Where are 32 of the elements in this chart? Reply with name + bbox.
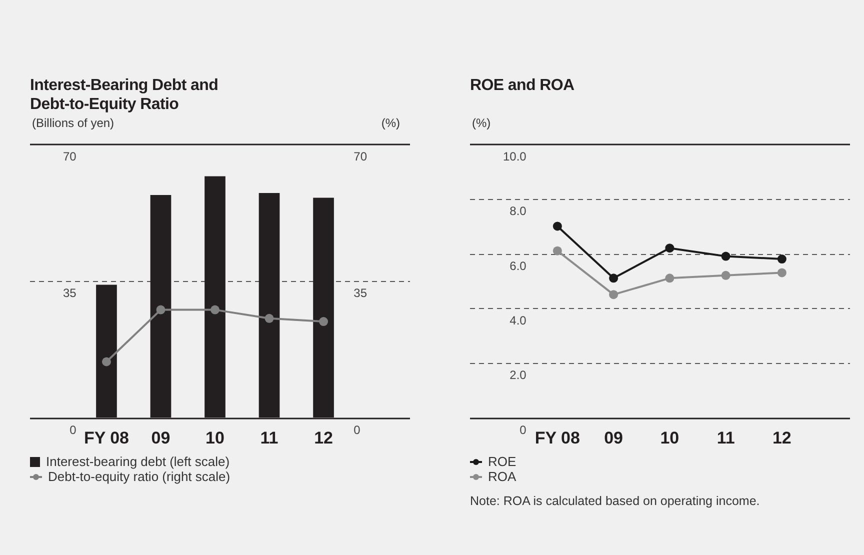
y2-tick-label: 35: [354, 286, 368, 300]
legend-label: ROA: [488, 469, 516, 484]
legend-label: Debt-to-equity ratio (right scale): [48, 469, 230, 484]
x-tick-label: 11: [716, 428, 735, 448]
y2-tick-label: 0: [354, 422, 361, 437]
x-tick-label: 10: [206, 428, 224, 448]
legend-label: ROE: [488, 454, 516, 469]
y-tick-label: 4.0: [510, 314, 527, 328]
x-tick-label: 09: [604, 428, 624, 448]
y-tick-label: 10.0: [502, 150, 527, 164]
y-axis-title: (%): [472, 116, 491, 130]
y-tick-label: 0: [70, 422, 77, 437]
x-tick-label: 09: [151, 428, 170, 448]
y-tick-label: 70: [62, 150, 77, 164]
y-tick-label: 35: [62, 286, 77, 300]
legend-label: Interest-bearing debt (left scale): [46, 454, 230, 469]
x-tick-label: 12: [772, 428, 792, 448]
x-tick-label: 10: [660, 428, 680, 448]
x-tick-label: FY 08: [84, 428, 130, 448]
chart-title: ROE and ROA: [470, 76, 576, 96]
x-tick-label: 12: [314, 428, 333, 448]
y-tick-label: 6.0: [510, 258, 527, 273]
x-tick-label: FY 08: [534, 428, 580, 448]
y-tick-label: 0: [520, 422, 527, 437]
x-tick-label: 11: [260, 428, 278, 448]
y-tick-label: 2.0: [510, 368, 527, 382]
y-tick-label: 8.0: [510, 204, 527, 218]
y-axis-title: (Billions of yen): [32, 116, 114, 130]
text: Note: ROA is calculated based on operating income.: [470, 494, 761, 508]
chart-title: Interest-Bearing Debt and Debt-to-Equity Ratio: [30, 76, 220, 115]
y2-tick-label: 70: [354, 150, 368, 164]
y2-axis-title: (%): [381, 116, 400, 130]
